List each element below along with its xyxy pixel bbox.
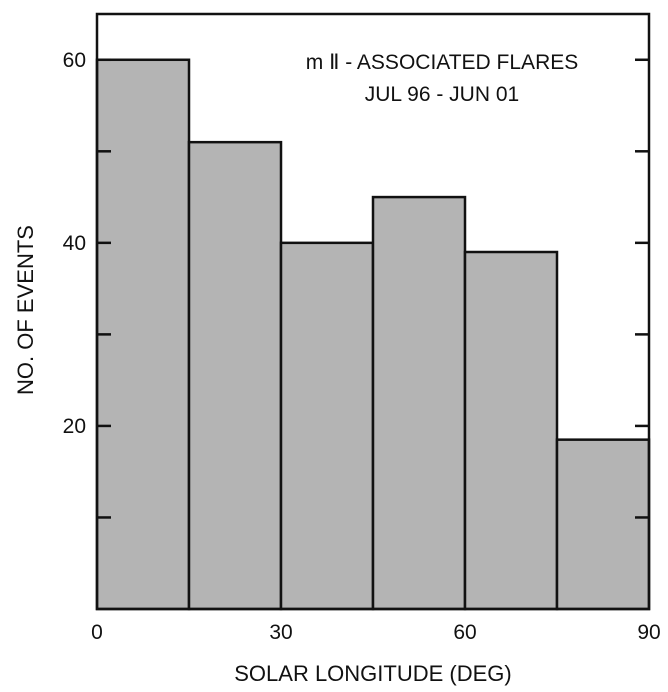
x-axis-label: SOLAR LONGITUDE (DEG) [234, 661, 511, 686]
plot-frame [95, 12, 651, 611]
histogram-bar [279, 241, 375, 611]
chart-title-line-2: JUL 96 - JUN 01 [365, 83, 519, 106]
histogram-bar [463, 250, 559, 611]
tick-labels-group: 20 40 60 0 30 60 90 [63, 49, 661, 644]
bars-group [95, 58, 651, 611]
x-tick-label: 90 [637, 621, 660, 644]
chart-title-line-1: m Ⅱ - ASSOCIATED FLARES [306, 51, 579, 74]
x-tick-label: 0 [91, 621, 103, 644]
x-tick-label: 30 [269, 621, 292, 644]
histogram-bar [371, 195, 467, 611]
y-tick-label: 20 [63, 415, 86, 438]
histogram-bar [95, 58, 191, 611]
ticks-group [97, 58, 649, 519]
histogram-bar [555, 438, 651, 611]
y-tick-label: 40 [63, 232, 86, 255]
y-axis-label: NO. OF EVENTS [13, 225, 38, 395]
y-tick-label: 60 [63, 49, 86, 72]
x-tick-label: 60 [453, 621, 476, 644]
histogram-bar [187, 140, 283, 611]
